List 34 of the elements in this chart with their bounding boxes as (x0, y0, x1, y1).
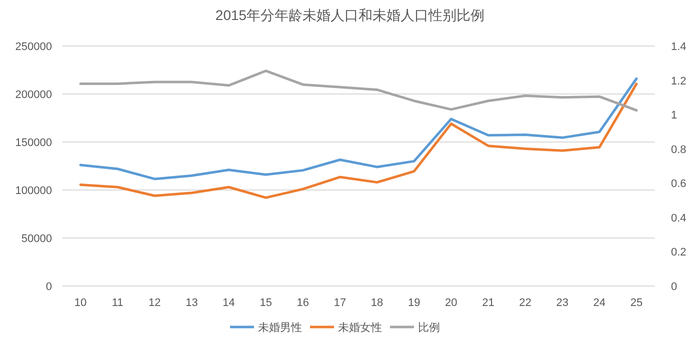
y-tick-label: 250000 (15, 41, 52, 53)
y-tick-label: 200000 (15, 89, 52, 101)
x-tick-label: 18 (370, 297, 384, 309)
x-tick-label: 20 (445, 297, 458, 309)
y2-tick-label: 1 (671, 110, 678, 122)
y-tick-label: 150000 (15, 137, 52, 149)
x-tick-label: 16 (296, 297, 310, 309)
y-tick-label: 100000 (15, 185, 52, 197)
y-tick-label: 50000 (21, 233, 52, 245)
legend-label: 比例 (418, 321, 440, 334)
x-tick-label: 15 (260, 297, 272, 309)
y2-tick-label: 1.4 (671, 41, 686, 53)
x-tick-label: 12 (148, 297, 161, 309)
y-tick-label: 0 (46, 281, 52, 293)
x-tick-label: 24 (593, 297, 606, 309)
x-tick-label: 14 (222, 297, 235, 309)
y2-tick-label: 0.4 (671, 212, 686, 224)
y2-tick-label: 0 (671, 281, 678, 293)
chart-title: 2015年分年龄未婚人口和未婚人口性别比例 (215, 7, 485, 23)
x-tick-label: 17 (334, 297, 346, 309)
x-tick-label: 10 (74, 297, 87, 309)
x-tick-label: 19 (408, 297, 420, 309)
y2-tick-label: 0.8 (671, 144, 686, 156)
x-tick-label: 23 (556, 297, 568, 309)
legend-label: 未婚男性 (258, 321, 302, 334)
y2-tick-label: 1.2 (671, 75, 686, 88)
y2-tick-label: 0.6 (671, 178, 686, 190)
x-tick-label: 13 (186, 297, 198, 309)
x-tick-label: 21 (482, 297, 494, 309)
y2-tick-label: 0.2 (671, 246, 686, 259)
x-tick-label: 25 (630, 297, 643, 309)
x-tick-label: 22 (519, 297, 532, 309)
x-tick-label: 11 (112, 297, 124, 309)
legend-label: 未婚女性 (338, 321, 382, 334)
